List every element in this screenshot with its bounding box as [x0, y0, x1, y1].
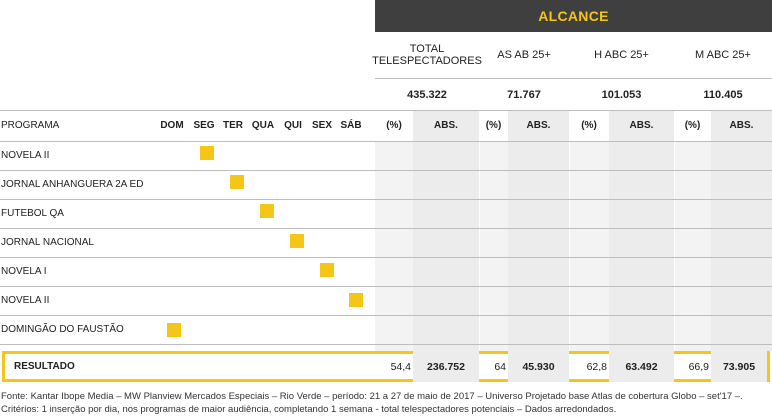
source-footnote: Fonte: Kantar Ibope Media – MW Planview … [1, 391, 743, 415]
row-divider [0, 170, 772, 171]
total-h-abc: 101.053 [569, 78, 674, 110]
program-row-label: NOVELA II [1, 150, 50, 161]
program-row-label: DOMINGÃO DO FAUSTÃO [1, 324, 124, 335]
col-header-as-ab: AS AB 25+ [497, 49, 551, 61]
result-abs: 73.905 [711, 351, 767, 382]
abs-column-shade [609, 110, 674, 351]
abs-header: ABS. [629, 120, 654, 131]
row-divider [0, 228, 772, 229]
program-row-label: FUTEBOL QA [1, 208, 64, 219]
column-separator [479, 141, 480, 351]
result-abs: 63.492 [609, 351, 674, 382]
pct-column-shade [375, 141, 413, 351]
column-separator [674, 141, 675, 351]
row-divider [0, 344, 772, 345]
day-header: QUA [251, 120, 275, 131]
row-divider [0, 315, 772, 316]
result-label: RESULTADO [14, 361, 75, 372]
abs-header: ABS. [526, 120, 551, 131]
result-abs: 45.930 [508, 351, 569, 382]
alcance-header: ALCANCE [375, 0, 772, 32]
pct-column-shade [569, 141, 609, 351]
result-pct: 64 [494, 360, 506, 373]
insertion-marker [230, 175, 244, 189]
insertion-marker [200, 146, 214, 160]
col-header-m-abc: M ABC 25+ [695, 49, 751, 61]
pct-header: (%) [684, 120, 701, 131]
day-header: SÁB [340, 120, 362, 131]
total-as-ab: 71.767 [479, 78, 569, 110]
insertion-marker [260, 204, 274, 218]
pct-column-shade [674, 141, 711, 351]
insertion-marker [167, 323, 181, 337]
day-header: SEX [311, 120, 332, 131]
abs-header: ABS. [729, 120, 754, 131]
pct-header: (%) [581, 120, 597, 131]
abs-column-shade [508, 110, 569, 351]
program-row-label: NOVELA I [1, 266, 47, 277]
row-divider [0, 257, 772, 258]
program-row-label: JORNAL ANHANGUERA 2A ED [1, 179, 144, 190]
col-header-h-abc: H ABC 25+ [594, 49, 649, 61]
abs-header: ABS. [434, 120, 458, 131]
day-header: DOM [160, 120, 184, 131]
insertion-marker [320, 263, 334, 277]
result-pct: 54,4 [390, 360, 411, 373]
total-telespectadores: 435.322 [375, 78, 479, 110]
program-row-label: NOVELA II [1, 295, 50, 306]
row-divider [0, 110, 772, 111]
total-m-abc: 110.405 [674, 78, 772, 110]
pct-header: (%) [485, 120, 502, 131]
day-header: TER [223, 120, 243, 131]
row-divider [0, 141, 772, 142]
result-abs: 236.752 [413, 351, 479, 382]
insertion-marker [349, 293, 363, 307]
abs-column-shade [711, 110, 772, 351]
abs-column-shade [413, 110, 479, 351]
row-divider [0, 286, 772, 287]
program-row-label: JORNAL NACIONAL [1, 237, 94, 248]
pct-column-shade [479, 141, 508, 351]
insertion-marker [290, 234, 304, 248]
day-header: QUI [284, 120, 302, 131]
row-divider [0, 199, 772, 200]
result-pct: 66,9 [688, 360, 709, 373]
pct-header: (%) [386, 120, 402, 131]
day-header: SEG [193, 120, 215, 131]
column-separator [569, 141, 570, 351]
col-header-total: TOTAL TELESPECTADORES [372, 43, 482, 67]
result-row [2, 351, 770, 382]
result-pct: 62,8 [586, 360, 607, 373]
programa-header: PROGRAMA [1, 120, 60, 131]
